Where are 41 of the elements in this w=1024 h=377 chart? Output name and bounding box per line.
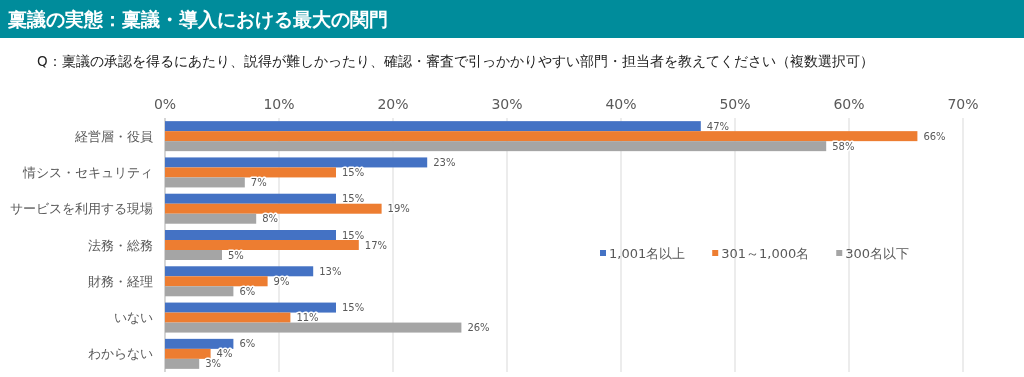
y-tick-label: サービスを利用する現場 [10, 201, 153, 217]
data-label: 47% [706, 120, 730, 132]
data-label: 13% [319, 265, 342, 277]
x-tick-label: 0% [153, 96, 177, 112]
data-label: 15% [342, 229, 365, 241]
title: 稟議の実態：稟議・導入における最大の関門 [8, 8, 388, 30]
legend-label: 1,001名以上 [609, 246, 686, 261]
data-label: 15% [342, 167, 365, 179]
data-label: 4% [216, 348, 233, 360]
y-tick-label: いない [114, 310, 153, 326]
data-label: 58% [832, 140, 855, 152]
data-label: 17% [364, 239, 388, 251]
x-tick-label: 20% [377, 96, 409, 112]
data-label: 9% [273, 275, 290, 287]
data-label: 5% [228, 249, 244, 261]
x-tick-label: 60% [833, 96, 865, 112]
x-tick-label: 30% [491, 96, 523, 112]
legend-label: 301～1,000名 [721, 246, 810, 261]
data-label: 66% [923, 130, 946, 142]
data-label: 19% [387, 203, 410, 215]
y-tick-label: 財務・経理 [88, 273, 153, 289]
data-label: 26% [467, 322, 490, 334]
data-label: 11% [296, 312, 319, 324]
data-label: 3% [205, 358, 222, 370]
x-tick-label: 70% [947, 96, 979, 112]
y-tick-label: 情シス・セキュリティ [22, 164, 153, 180]
x-tick-label: 10% [263, 96, 295, 112]
data-label: 7% [250, 177, 267, 189]
legend-label: 300名以下 [845, 246, 910, 261]
data-label: 15% [342, 302, 365, 314]
x-tick-label: 40% [605, 96, 637, 112]
data-label: 8% [262, 213, 279, 225]
data-label: 23% [433, 157, 456, 169]
y-tick-label: わからない [88, 346, 153, 362]
data-label: 15% [342, 193, 365, 205]
data-label: 6% [239, 338, 256, 350]
subtitle: Q：稟議の承認を得るにあたり、説得が難しかったり、確認・審査で引っかかりやすい部門・担当者を教えてください（複数選択可） [37, 53, 874, 69]
y-tick-label: 経営層・役員 [74, 128, 153, 144]
data-label: 6% [239, 285, 256, 297]
y-tick-label: 法務・総務 [88, 237, 153, 253]
x-tick-label: 50% [719, 96, 751, 112]
